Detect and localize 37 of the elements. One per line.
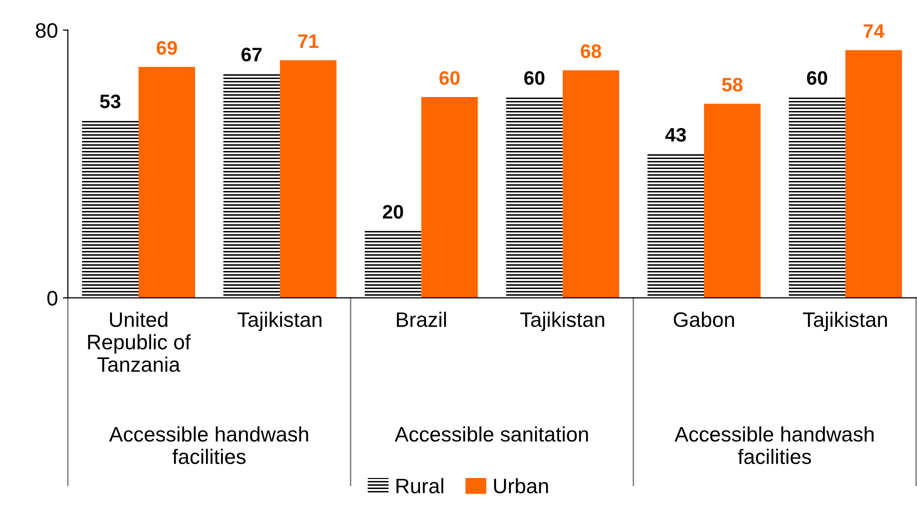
data-label: 67	[242, 48, 262, 62]
data-label: 68	[580, 44, 602, 58]
text: Accessible handwash facilities	[674, 426, 874, 464]
x-tick-label: Tajikistan	[238, 312, 322, 332]
data-label: 58	[722, 78, 743, 92]
data-label: 43	[665, 128, 686, 142]
bar	[280, 60, 336, 298]
bar	[82, 120, 139, 298]
bar	[788, 97, 846, 298]
bar	[223, 74, 280, 298]
text: Accessible handwash facilities	[109, 426, 308, 464]
legend-label: Rural	[396, 478, 444, 494]
bar	[704, 104, 761, 298]
legend-label: Urban	[494, 478, 548, 494]
bar	[364, 230, 422, 298]
data-label: 71	[298, 34, 318, 48]
y-tick-label: 80	[36, 23, 58, 38]
data-label: 60	[524, 71, 544, 85]
bar	[506, 97, 563, 298]
bar	[138, 66, 196, 298]
data-label: 69	[156, 40, 177, 55]
text: Accessible sanitation	[394, 426, 588, 442]
bar	[647, 154, 704, 298]
data-label: 53	[100, 94, 120, 108]
data-label: 60	[439, 71, 460, 85]
x-tick-label: Tajikistan	[520, 312, 604, 332]
data-label: 20	[382, 204, 404, 219]
bar	[562, 70, 620, 298]
y-tick-label: 0	[47, 290, 58, 306]
bar	[845, 50, 902, 298]
x-tick-label: Tajikistan	[803, 312, 887, 332]
x-tick-label: United Republic of Tanzania	[88, 312, 191, 372]
data-label: 74	[864, 24, 884, 38]
x-tick-label: Brazil	[396, 312, 446, 328]
bar	[421, 97, 478, 298]
data-label: 60	[807, 71, 828, 85]
x-tick-label: Gabon	[674, 312, 734, 328]
